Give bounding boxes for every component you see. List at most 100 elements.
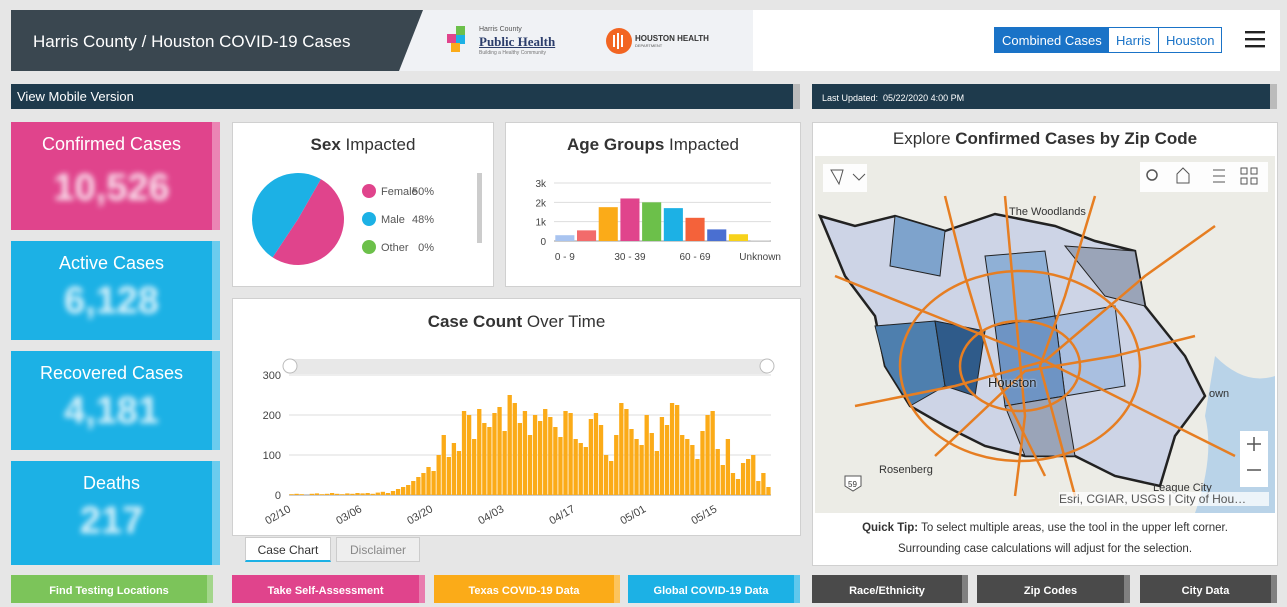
tip-text: Surrounding case calculations will adjus… <box>897 543 1193 555</box>
legend-value: 48% <box>412 214 434 226</box>
x-tick-label: 30 - 39 <box>614 252 646 263</box>
header-bg <box>11 10 423 71</box>
bar <box>563 411 568 495</box>
bar <box>654 451 659 495</box>
card-value: 6,128 <box>63 280 160 322</box>
title-rest: Impacted <box>669 135 739 154</box>
bar <box>411 481 416 495</box>
link-button[interactable]: Find Testing Locations <box>11 575 213 603</box>
tab[interactable]: Disclaimer <box>336 537 420 562</box>
bar <box>710 411 715 495</box>
range-slider[interactable] <box>283 359 773 374</box>
bar <box>441 435 446 495</box>
combined-button[interactable]: Combined Cases <box>994 27 1110 53</box>
logo-icon <box>447 26 465 52</box>
card-label: Confirmed Cases <box>41 134 182 154</box>
bar <box>456 451 462 495</box>
bar <box>634 439 639 495</box>
bar <box>583 447 588 495</box>
bar <box>335 493 340 495</box>
y-tick-label: 2k <box>535 198 547 209</box>
bar <box>395 489 401 495</box>
link-button[interactable]: Race/Ethnicity <box>812 575 968 603</box>
bar <box>512 403 517 495</box>
bar <box>309 493 314 495</box>
x-tick-label: 60 - 69 <box>679 252 711 263</box>
legend-label: Female <box>381 186 418 198</box>
bar <box>355 493 360 495</box>
x-tick-label: 04/03 <box>476 503 506 527</box>
bar <box>324 493 330 495</box>
bar <box>669 403 675 495</box>
bar <box>451 443 457 495</box>
place-label: League City <box>1153 482 1212 494</box>
link-button[interactable]: Take Self-Assessment <box>232 575 425 603</box>
map[interactable] <box>815 156 1275 513</box>
legend-label: Male <box>381 214 405 226</box>
y-tick-label: 0 <box>540 237 546 248</box>
hhd-sub: DEPARTMENT <box>635 43 663 48</box>
link-button[interactable]: Zip Codes <box>977 575 1130 603</box>
mobile-link[interactable]: View Mobile Version <box>11 84 800 109</box>
slider-handle[interactable] <box>282 358 298 374</box>
panel-title: Sex Impacted <box>233 135 493 155</box>
bar <box>461 411 467 495</box>
bar <box>756 481 761 495</box>
menu-icon[interactable] <box>1245 30 1267 48</box>
card-label: Deaths <box>82 473 141 493</box>
harris-button[interactable]: Harris <box>1108 27 1159 53</box>
header-band <box>11 10 423 71</box>
link-button[interactable]: City Data <box>1140 575 1277 603</box>
bar <box>620 198 640 241</box>
last-updated: Last Updated: 05/22/2020 4:00 PM <box>812 84 1277 109</box>
bar <box>649 433 654 495</box>
bar <box>477 409 482 495</box>
bar <box>746 459 751 495</box>
bar <box>548 417 553 495</box>
bar <box>527 435 533 495</box>
bar <box>598 425 604 495</box>
slider-handle[interactable] <box>759 358 775 374</box>
bar <box>319 494 325 495</box>
bar <box>766 487 771 495</box>
bar <box>553 427 558 495</box>
bar <box>345 493 350 495</box>
link-button[interactable]: Texas COVID-19 Data <box>434 575 620 603</box>
bar <box>603 455 609 495</box>
houston-button[interactable]: Houston <box>1158 27 1223 53</box>
bar <box>416 477 421 495</box>
logo-small: Harris County <box>479 26 522 33</box>
bar <box>446 457 451 495</box>
panel-title: Case Count Over Time <box>233 312 800 332</box>
card-label: Recovered Cases <box>39 363 184 383</box>
x-tick-label: 02/10 <box>263 503 293 527</box>
bar <box>588 419 594 495</box>
hhd-icon <box>606 28 632 54</box>
y-tick-label: 300 <box>263 370 281 382</box>
bar <box>695 459 700 495</box>
bar <box>629 429 634 495</box>
bar <box>502 431 507 495</box>
bar-chart: 0 1k 2k 3k 0 - 9 30 - 39 60 - 69 Unknown <box>535 179 781 263</box>
tip-text: To select multiple areas, use the tool i… <box>921 522 1228 534</box>
bar <box>598 207 618 241</box>
bar <box>487 427 492 495</box>
attribution: Esri, CGIAR, USGS | City of Hou… <box>1059 492 1269 506</box>
bar <box>390 491 396 495</box>
tab-active[interactable]: Case Chart <box>245 537 331 562</box>
legend-swatch <box>362 240 376 254</box>
tip-label: Quick Tip: <box>862 522 919 534</box>
card-value: 10,526 <box>53 167 170 209</box>
card: Active Cases 6,128 <box>11 241 220 340</box>
bar <box>558 437 563 495</box>
bar <box>406 485 411 495</box>
x-tick-label: 05/15 <box>689 503 719 527</box>
bar <box>624 409 629 495</box>
bar <box>705 415 710 495</box>
bar <box>568 413 573 495</box>
title-bold: Age Groups <box>567 135 665 154</box>
bar <box>674 405 680 495</box>
link-button[interactable]: Global COVID-19 Data <box>628 575 800 603</box>
x-tick-label: Unknown <box>739 252 781 263</box>
bar <box>436 455 441 495</box>
